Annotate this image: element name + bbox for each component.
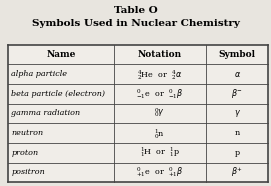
Text: $\mathdefault{^0_{-1}}$e  or  $\mathdefault{^0_{-1}}\beta$: $\mathdefault{^0_{-1}}$e or $\mathdefaul… bbox=[136, 87, 184, 100]
Text: positron: positron bbox=[11, 169, 45, 177]
Text: Name: Name bbox=[46, 50, 76, 59]
Text: Notation: Notation bbox=[138, 50, 182, 59]
Bar bbox=[8, 45, 268, 182]
Text: alpha particle: alpha particle bbox=[11, 70, 67, 78]
Text: $\mathdefault{^1_0}$n: $\mathdefault{^1_0}$n bbox=[154, 127, 165, 140]
Text: beta particle (electron): beta particle (electron) bbox=[11, 90, 105, 98]
Text: neutron: neutron bbox=[11, 129, 44, 137]
Text: $\beta^{-}$: $\beta^{-}$ bbox=[231, 87, 243, 100]
Text: $\mathdefault{^0_0}\gamma$: $\mathdefault{^0_0}\gamma$ bbox=[154, 107, 165, 120]
Text: proton: proton bbox=[11, 149, 38, 157]
Text: Symbols Used in Nuclear Chemistry: Symbols Used in Nuclear Chemistry bbox=[31, 19, 240, 28]
Text: $\beta^{+}$: $\beta^{+}$ bbox=[231, 166, 243, 179]
Text: $\mathdefault{^1_1}$H  or  $\mathdefault{^1_1}$p: $\mathdefault{^1_1}$H or $\mathdefault{^… bbox=[140, 146, 180, 159]
Text: n: n bbox=[234, 129, 240, 137]
Text: Symbol: Symbol bbox=[219, 50, 256, 59]
Text: $\mathdefault{^4_2}$He  or  $\mathdefault{^4_2}\alpha$: $\mathdefault{^4_2}$He or $\mathdefault{… bbox=[137, 68, 183, 81]
Text: $\gamma$: $\gamma$ bbox=[234, 108, 241, 119]
Text: gamma radiation: gamma radiation bbox=[11, 109, 80, 118]
Text: p: p bbox=[235, 149, 240, 157]
Text: Table O: Table O bbox=[114, 6, 157, 15]
Text: $\mathdefault{^0_{+1}}$e  or  $\mathdefault{^0_{+1}}\beta$: $\mathdefault{^0_{+1}}$e or $\mathdefaul… bbox=[136, 166, 184, 179]
Text: $\alpha$: $\alpha$ bbox=[234, 70, 241, 79]
